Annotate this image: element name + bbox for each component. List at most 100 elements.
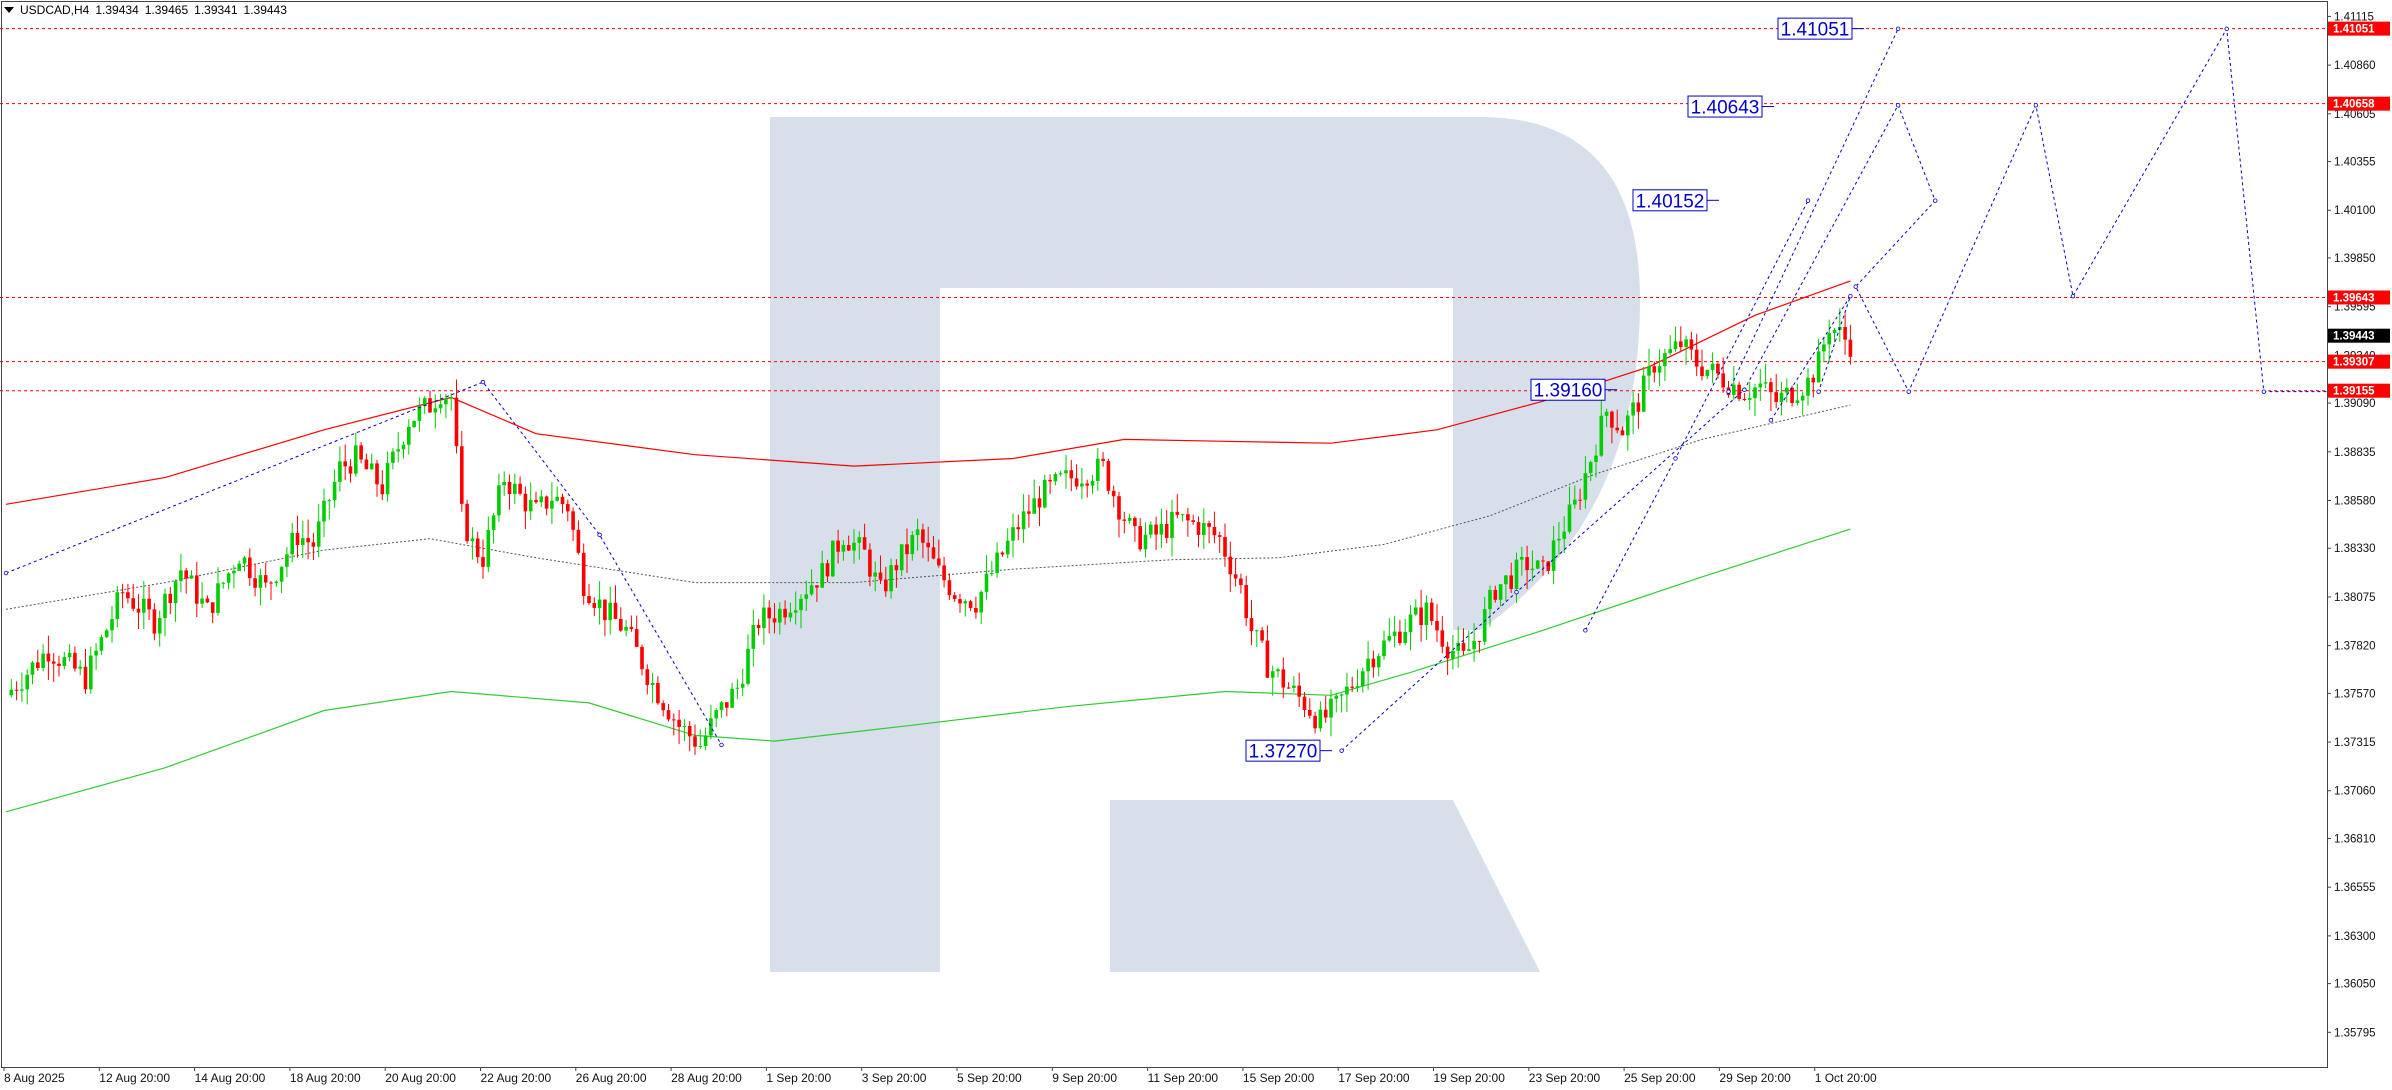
candle-bull	[200, 598, 204, 604]
candle-bear	[36, 662, 40, 668]
candle-bull	[1403, 632, 1407, 643]
candle-bull	[237, 563, 241, 571]
candle-bull	[157, 618, 162, 634]
y-tick-label: 1.40355	[2334, 157, 2376, 169]
candle-bear	[126, 592, 130, 599]
candle-bear	[1652, 366, 1657, 373]
y-tick-label: 1.37315	[2334, 737, 2376, 749]
candle-bear	[1636, 402, 1641, 412]
candle-bull	[1021, 511, 1026, 530]
y-tick-label: 1.37570	[2334, 688, 2376, 700]
x-axis: 8 Aug 2025 12 Aug 20:00 14 Aug 20:00 18 Aug…	[3, 1067, 1877, 1085]
candle-bear	[136, 608, 141, 613]
candle-bear	[846, 545, 851, 551]
candle-bull	[1684, 339, 1688, 348]
candle-bear	[210, 602, 215, 613]
candle-bull	[1551, 540, 1556, 571]
candle-bear	[921, 529, 925, 543]
collapse-triangle-icon[interactable]	[4, 7, 14, 13]
candle-bull	[873, 572, 877, 577]
candle-bull	[857, 537, 862, 543]
forecast-line	[1728, 28, 1899, 392]
candle-bear	[1186, 514, 1190, 521]
x-tick-label: 17 Sep 20:00	[1338, 1071, 1410, 1085]
candle-bear	[1811, 377, 1816, 383]
forecast-node	[1805, 198, 1811, 203]
candle-bull	[1329, 698, 1333, 718]
candle-bear	[587, 595, 591, 604]
y-tick-label: 1.39090	[2334, 398, 2376, 410]
candle-bull	[1647, 366, 1651, 376]
candle-bear	[1541, 560, 1545, 562]
candle-bull	[703, 735, 708, 746]
candle-bull	[1795, 400, 1800, 403]
candle-bear	[926, 542, 930, 548]
candle-bull	[1032, 498, 1036, 514]
candle-bull	[221, 582, 226, 584]
candle-bear	[937, 558, 941, 566]
candle-bull	[1292, 685, 1296, 688]
forecast-node	[1816, 389, 1821, 394]
forecast-node	[1514, 589, 1519, 595]
candle-bull	[438, 404, 443, 409]
candle-bear	[1578, 499, 1582, 501]
candle-bear	[1435, 620, 1439, 631]
candle-bull	[1779, 392, 1784, 403]
forecast-line	[1770, 295, 1851, 421]
candle-bear	[1477, 640, 1482, 642]
candle-bear	[1175, 511, 1180, 515]
candle-bear	[968, 601, 973, 608]
candle-bear	[51, 661, 56, 664]
y-tick-label: 1.37820	[2334, 641, 2376, 653]
candle-bull	[1424, 602, 1429, 626]
candle-bear	[1085, 483, 1089, 486]
candle-bull	[1535, 560, 1540, 569]
candle-bull	[809, 585, 814, 595]
candle-bull	[189, 575, 194, 579]
candle-bull	[597, 599, 602, 608]
candle-bear	[544, 496, 549, 509]
candle-bear	[465, 503, 469, 542]
candle-bull	[719, 702, 724, 711]
candle-bear	[152, 609, 157, 634]
candle-bull	[1763, 382, 1768, 384]
candle-bull	[142, 598, 146, 613]
candle-bull	[1827, 333, 1831, 345]
forecast-node	[719, 742, 724, 748]
candle-bull	[30, 662, 35, 675]
candle-bear	[1260, 630, 1264, 641]
x-tick-label: 28 Aug 20:00	[671, 1071, 742, 1085]
candle-bull	[915, 529, 920, 536]
candle-bear	[1164, 524, 1169, 538]
candle-bear	[687, 725, 692, 737]
candle-bear	[534, 500, 538, 503]
candle-bear	[120, 592, 125, 594]
candle-bear	[1069, 470, 1074, 479]
high-value: 1.39465	[144, 3, 189, 17]
candle-bear	[1371, 658, 1376, 668]
candle-bear	[958, 599, 962, 604]
candle-bear	[862, 537, 867, 550]
candle-bull	[232, 570, 236, 574]
candle-bull	[788, 612, 793, 618]
candle-bull	[99, 637, 104, 651]
candle-bull	[327, 500, 332, 502]
candle-bear	[507, 481, 512, 494]
candle-bull	[709, 718, 713, 736]
level-price-tag-bg	[2328, 96, 2390, 111]
y-tick-label: 1.38835	[2334, 447, 2376, 459]
candle-bull	[799, 598, 803, 611]
x-tick-label: 18 Aug 20:00	[290, 1071, 361, 1085]
candle-bull	[470, 538, 475, 542]
candle-bull	[110, 619, 114, 631]
candle-bull	[778, 608, 782, 623]
candle-bear	[1265, 640, 1270, 678]
forecast-node	[1906, 389, 1911, 394]
x-tick-label: 3 Sep 20:00	[862, 1071, 927, 1085]
level-price-tag-bg	[2328, 383, 2390, 398]
candle-bull	[1376, 656, 1381, 668]
candle-bear	[205, 598, 210, 603]
candle-bull	[20, 689, 24, 691]
current-price-tag: 1.39443	[2333, 331, 2375, 343]
